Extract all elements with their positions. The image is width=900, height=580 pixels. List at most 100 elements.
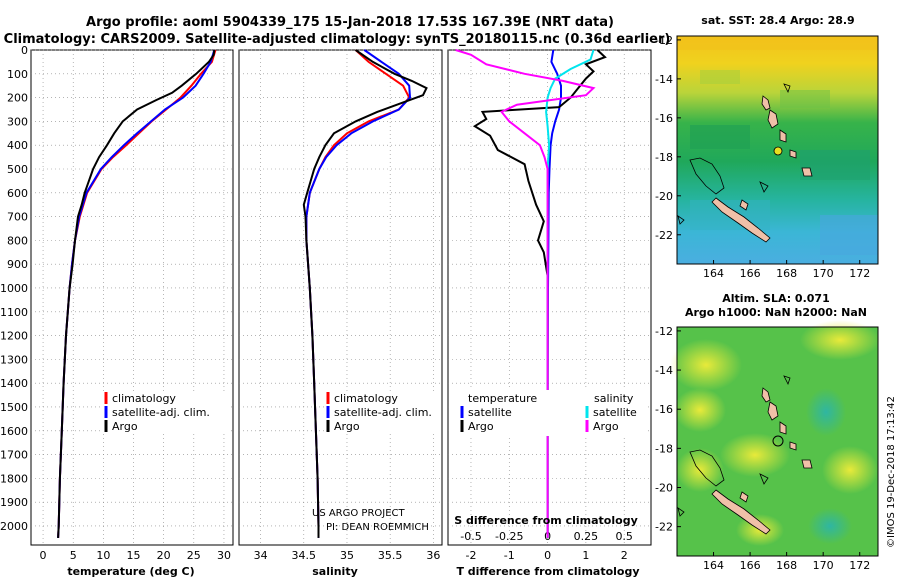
- depth-tick-labels: 0 100 200 300 400 500 600 700 800 900 1000 1100 1200…: [0, 44, 28, 533]
- s-tick-label: 0.5: [615, 530, 633, 543]
- legend-t-argo: Argo: [468, 420, 494, 433]
- salinity-tick-labels: 34 34.5 35 35.5 36: [254, 549, 441, 562]
- sla-argo-marker: [772, 435, 784, 447]
- map-lon-label: 168: [776, 267, 797, 280]
- x-tick-label: 36: [426, 549, 440, 562]
- credit-pi: PI: DEAN ROEMMICH: [326, 522, 429, 533]
- series-t-satellite: [546, 49, 562, 538]
- sla-map-ticks: 164 166 168 170 172 -12 -14 -16 -18 -20 -22: [655, 325, 870, 572]
- imos-stamp: ©IMOS 19-Dec-2018 17:13:42: [886, 396, 897, 548]
- map-lat-label: -14: [655, 73, 673, 86]
- depth-tick-label: 300: [7, 115, 28, 128]
- map-lon-label: 164: [703, 559, 724, 572]
- map-lat-label: -16: [655, 403, 673, 416]
- difference-legend: temperature salinity satellite Argo sate…: [452, 390, 648, 436]
- depth-tick-label: 100: [7, 68, 28, 81]
- s-tick-label: -0.5: [460, 530, 481, 543]
- series-satellite-adj-clim-: [305, 49, 412, 538]
- sla-new-caledonia: [711, 489, 771, 535]
- sst-map-ticks: 164 166 168 170 172 -12 -14 -16 -18 -20 -22: [655, 34, 870, 280]
- series-s-satellite: [545, 49, 595, 538]
- legend-t-satellite: satellite: [468, 406, 512, 419]
- title-line-1: Argo profile: aoml 5904339_175 15-Jan-20…: [86, 15, 614, 30]
- map-lat-label: -14: [655, 364, 673, 377]
- depth-tick-label: 500: [7, 163, 28, 176]
- temperature-xlabel: temperature (deg C): [67, 565, 194, 578]
- sal-legend-climatology: climatology: [334, 392, 398, 405]
- legend-salinity-title: salinity: [594, 392, 634, 405]
- depth-tick-label: 1700: [0, 449, 28, 462]
- x-tick-label: -1: [504, 549, 515, 562]
- x-tick-label: 0: [544, 549, 551, 562]
- map-lat-label: -20: [655, 481, 673, 494]
- x-tick-label: 34.5: [292, 549, 317, 562]
- x-tick-label: 5: [70, 549, 77, 562]
- title-line-2: Climatology: CARS2009. Satellite-adjuste…: [4, 32, 671, 47]
- series-argo: [302, 49, 428, 538]
- map-lon-label: 170: [813, 267, 834, 280]
- depth-tick-label: 1000: [0, 282, 28, 295]
- map-lat-label: -12: [655, 34, 673, 47]
- depth-tick-label: 1900: [0, 496, 28, 509]
- map-lon-label: 166: [740, 559, 761, 572]
- x-tick-label: 2: [621, 549, 628, 562]
- sdiff-tick-labels: -0.5 -0.25 0 0.25 0.5: [460, 530, 633, 543]
- s-tick-label: 0.25: [574, 530, 599, 543]
- series-argo: [57, 49, 216, 538]
- x-tick-label: 10: [96, 549, 110, 562]
- depth-tick-label: 1100: [0, 306, 28, 319]
- series-t-argo: [472, 49, 607, 538]
- depth-tick-label: 700: [7, 211, 28, 224]
- depth-tick-label: 1400: [0, 377, 28, 390]
- sdiff-xlabel: S difference from climatology: [454, 514, 638, 527]
- x-tick-label: 15: [127, 549, 141, 562]
- depth-tick-label: 2000: [0, 520, 28, 533]
- map-lat-label: -22: [655, 521, 673, 534]
- map-lat-label: -18: [655, 442, 673, 455]
- series-climatology: [305, 49, 411, 538]
- sla-map-title-1: Altim. SLA: 0.071: [722, 292, 829, 305]
- series-satellite-adj-clim-: [57, 49, 216, 538]
- depth-tick-label: 400: [7, 139, 28, 152]
- depth-tick-label: 200: [7, 92, 28, 105]
- temperature-grid: [31, 49, 233, 545]
- difference-panel: [447, 49, 652, 546]
- legend-s-satellite: satellite: [593, 406, 637, 419]
- x-tick-label: 1: [582, 549, 589, 562]
- map-lon-label: 166: [740, 267, 761, 280]
- depth-tick-label: 0: [21, 44, 28, 57]
- salinity-panel: [238, 49, 443, 546]
- x-tick-label: 34: [254, 549, 268, 562]
- depth-tick-label: 800: [7, 234, 28, 247]
- map-lat-label: -22: [655, 229, 673, 242]
- x-tick-label: 30: [217, 549, 231, 562]
- salinity-xlabel: salinity: [312, 565, 358, 578]
- tdiff-xlabel: T difference from climatology: [456, 565, 639, 578]
- sst-new-caledonia: [711, 197, 771, 243]
- sal-legend-satellite: satellite-adj. clim.: [334, 406, 432, 419]
- x-tick-label: -2: [465, 549, 476, 562]
- sst-map: [676, 35, 879, 265]
- difference-series: [455, 49, 607, 538]
- map-lon-label: 168: [776, 559, 797, 572]
- map-lon-label: 164: [703, 267, 724, 280]
- map-lat-label: -20: [655, 190, 673, 203]
- legend-temperature-title: temperature: [468, 392, 537, 405]
- s-tick-label: -0.25: [495, 530, 523, 543]
- map-lon-label: 172: [849, 267, 870, 280]
- x-tick-label: 25: [187, 549, 201, 562]
- temperature-panel: [30, 49, 234, 546]
- x-tick-label: 35.5: [378, 549, 403, 562]
- depth-tick-label: 1500: [0, 401, 28, 414]
- series-climatology: [57, 49, 217, 538]
- x-tick-label: 0: [40, 549, 47, 562]
- map-lat-label: -12: [655, 325, 673, 338]
- sst-map-title: sat. SST: 28.4 Argo: 28.9: [701, 14, 854, 27]
- temperature-series: [57, 49, 217, 538]
- sal-legend-argo: Argo: [334, 420, 360, 433]
- tdiff-tick-labels: -2 -1 0 1 2: [465, 549, 627, 562]
- depth-tick-label: 900: [7, 258, 28, 271]
- map-lon-label: 170: [813, 559, 834, 572]
- credit-project: US ARGO PROJECT: [312, 508, 406, 519]
